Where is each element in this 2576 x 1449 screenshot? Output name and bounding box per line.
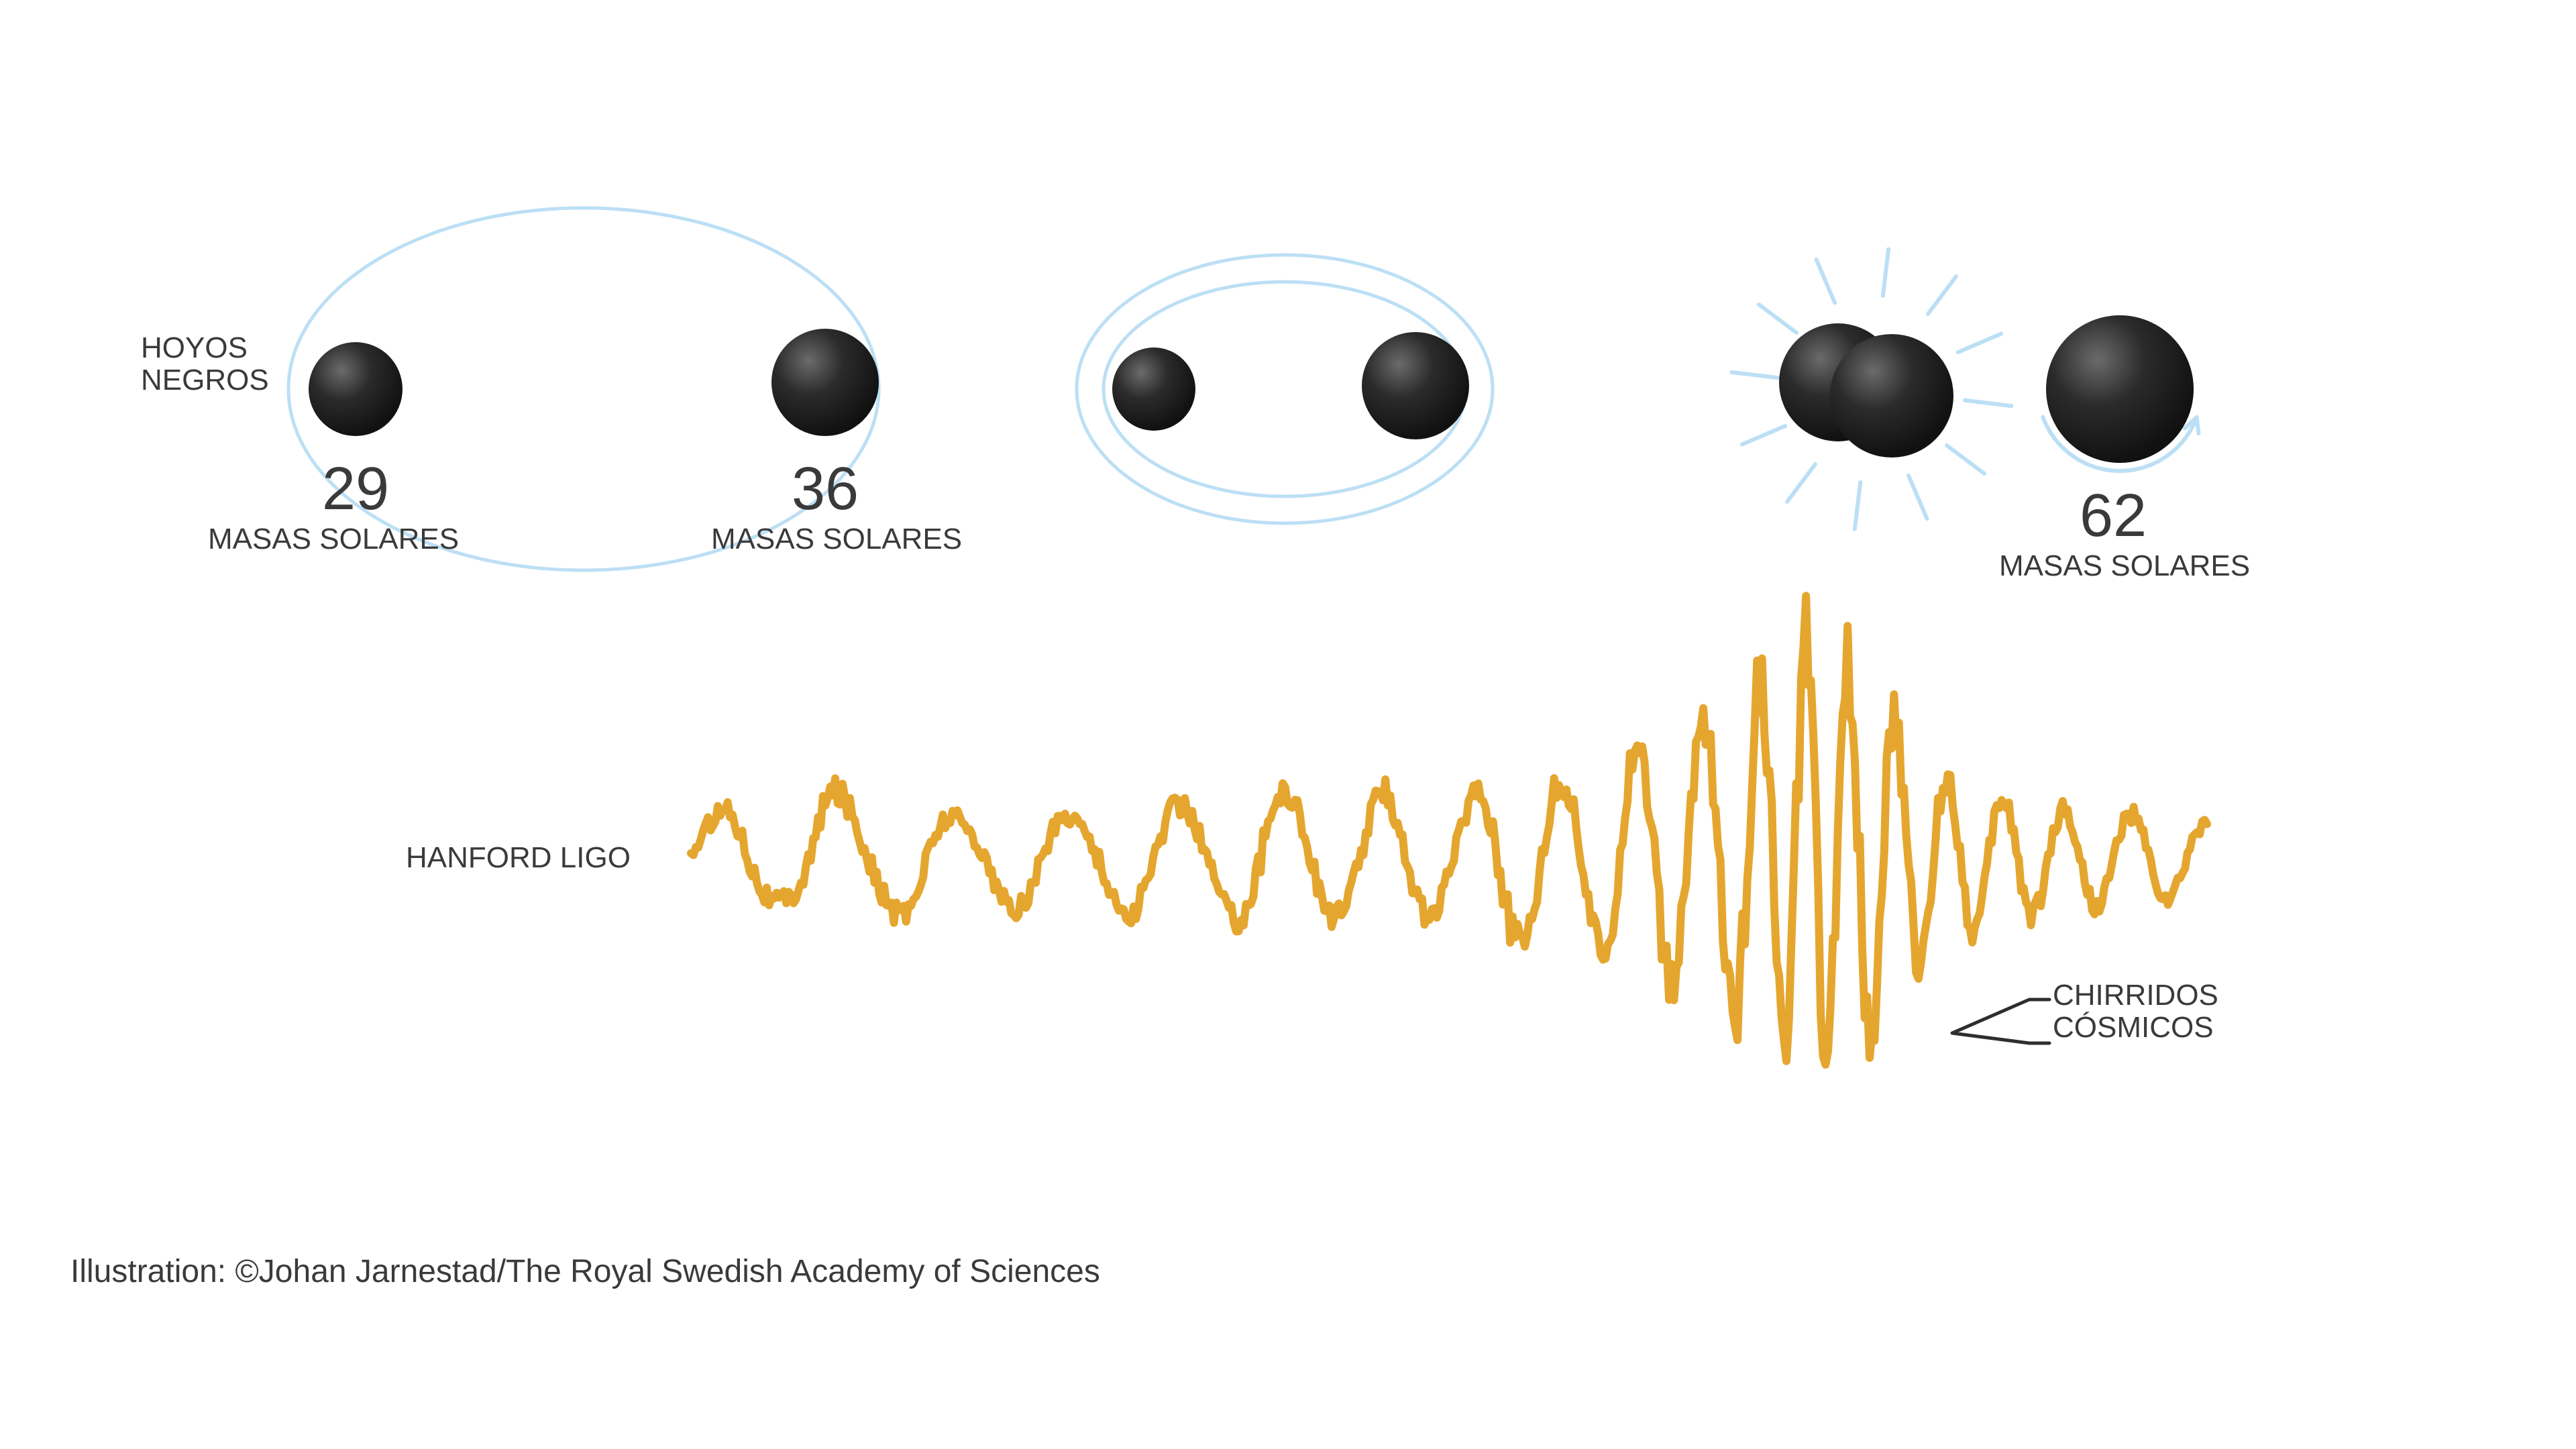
black-hole-merge-b — [1830, 334, 1953, 458]
black-hole-3 — [1112, 347, 1195, 431]
chirridos-label: CHIRRIDOS CÓSMICOS — [2053, 979, 2218, 1044]
burst-ray — [1855, 482, 1860, 529]
hoyos-negros-label: HOYOS NEGROS — [141, 332, 269, 397]
mass-2-unit: MASAS SOLARES — [711, 523, 962, 555]
burst-ray — [1928, 276, 1956, 314]
burst-ray — [1883, 250, 1888, 296]
burst-ray — [1787, 464, 1815, 502]
burst-ray — [1732, 372, 1778, 378]
burst-ray — [1742, 426, 1785, 444]
black-hole-2 — [771, 329, 879, 436]
mass-3-number: 62 — [2080, 483, 2147, 549]
burst-ray — [1947, 445, 1984, 474]
hanford-ligo-label: HANFORD LIGO — [406, 842, 631, 874]
mass-3-unit: MASAS SOLARES — [1999, 550, 2250, 582]
black-hole-4 — [1362, 332, 1469, 439]
ligo-waveform — [691, 596, 2207, 1065]
black-hole-final — [2046, 315, 2194, 463]
mass-1-unit: MASAS SOLARES — [208, 523, 459, 555]
chirp-pointer — [1952, 1000, 2049, 1043]
burst-ray — [1909, 476, 1927, 519]
mass-2-number: 36 — [792, 456, 859, 523]
burst-ray — [1965, 400, 2011, 406]
black-hole-1 — [309, 342, 402, 436]
mass-1-number: 29 — [322, 456, 389, 523]
burst-ray — [1759, 305, 1796, 333]
credit-label: Illustration: ©Johan Jarnestad/The Royal… — [70, 1254, 1100, 1290]
diagram-svg — [0, 0, 2576, 1449]
burst-ray — [1817, 260, 1835, 303]
burst-ray — [1958, 334, 2001, 352]
